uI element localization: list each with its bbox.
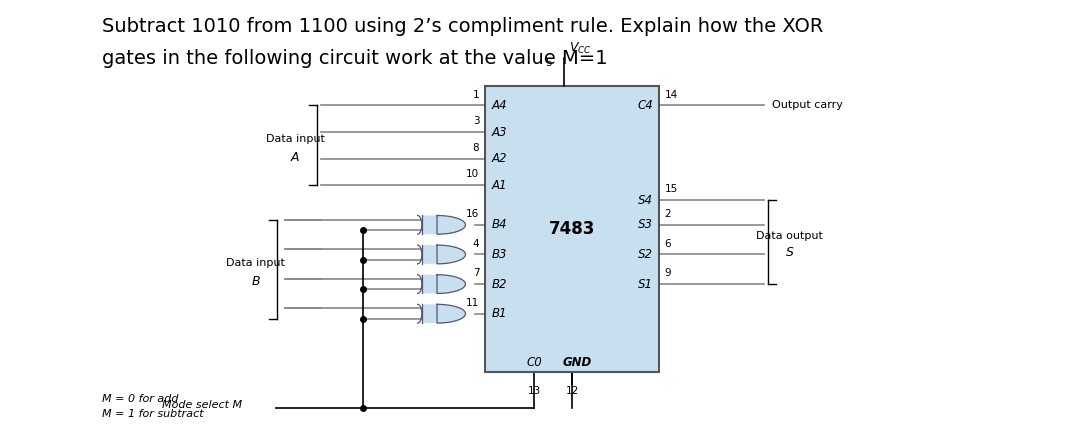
Text: B: B — [252, 275, 260, 287]
Text: 8: 8 — [473, 143, 480, 153]
Text: M = 1 for subtract: M = 1 for subtract — [103, 409, 204, 420]
Polygon shape — [422, 245, 465, 264]
Text: C0: C0 — [526, 356, 542, 369]
Polygon shape — [422, 215, 465, 234]
Text: S: S — [786, 245, 794, 259]
Text: C4: C4 — [637, 99, 653, 112]
Text: 9: 9 — [664, 268, 671, 278]
Text: 16: 16 — [467, 209, 480, 219]
Text: GND: GND — [563, 356, 592, 369]
Text: S1: S1 — [638, 278, 653, 290]
Text: 2: 2 — [664, 209, 671, 219]
Text: M = 0 for add: M = 0 for add — [103, 393, 179, 404]
Text: Output carry: Output carry — [772, 100, 842, 110]
Text: B2: B2 — [491, 278, 507, 290]
Text: A2: A2 — [491, 152, 507, 165]
Text: A1: A1 — [491, 179, 507, 192]
Text: S4: S4 — [638, 193, 653, 207]
Text: 1: 1 — [473, 90, 480, 100]
Text: 7483: 7483 — [549, 220, 595, 238]
Text: 12: 12 — [566, 386, 579, 396]
Text: A: A — [291, 151, 299, 164]
Text: S2: S2 — [638, 248, 653, 261]
Text: A4: A4 — [491, 99, 507, 112]
Text: $V_{CC}$: $V_{CC}$ — [568, 41, 592, 56]
Polygon shape — [422, 304, 465, 323]
Text: Subtract 1010 from 1100 using 2’s compliment rule. Explain how the XOR: Subtract 1010 from 1100 using 2’s compli… — [103, 17, 824, 36]
Text: Mode select M: Mode select M — [162, 399, 242, 410]
Text: 15: 15 — [664, 184, 677, 194]
Text: Data input: Data input — [226, 258, 285, 269]
Text: Data output: Data output — [756, 231, 823, 241]
Bar — [485, 86, 660, 372]
Text: 7: 7 — [473, 268, 480, 278]
Text: 3: 3 — [473, 116, 480, 126]
Text: B1: B1 — [491, 307, 507, 320]
Text: 11: 11 — [467, 298, 480, 308]
Text: 13: 13 — [527, 386, 541, 396]
Text: S3: S3 — [638, 218, 653, 231]
Text: B4: B4 — [491, 218, 507, 231]
Text: 4: 4 — [473, 239, 480, 248]
Text: Data input: Data input — [266, 134, 325, 145]
Text: 6: 6 — [664, 239, 671, 248]
Text: gates in the following circuit work at the value M=1: gates in the following circuit work at t… — [103, 49, 608, 68]
Text: 5: 5 — [545, 58, 552, 68]
Text: A3: A3 — [491, 126, 507, 139]
Text: 10: 10 — [467, 169, 480, 179]
Polygon shape — [422, 275, 465, 293]
Text: 14: 14 — [664, 90, 677, 100]
Text: B3: B3 — [491, 248, 507, 261]
